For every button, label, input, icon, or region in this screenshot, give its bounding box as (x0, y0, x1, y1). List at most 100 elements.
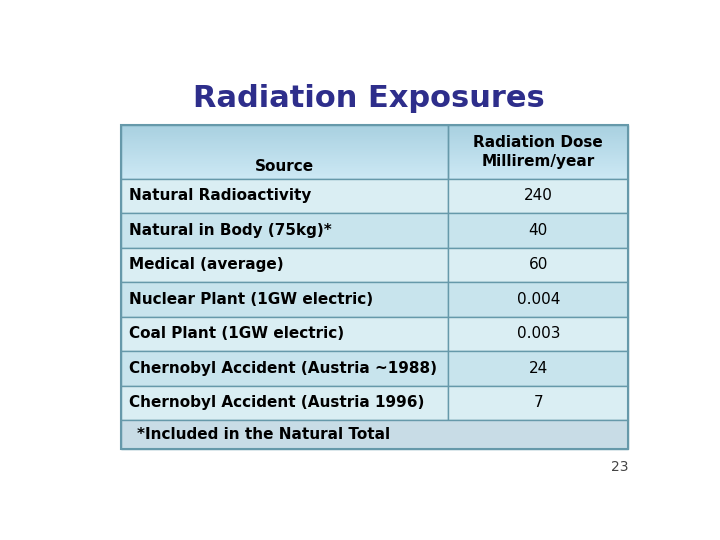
Bar (449, 161, 629, 163)
Bar (449, 156, 629, 157)
Bar (121, 158, 449, 159)
Bar (449, 134, 629, 136)
Bar (449, 125, 629, 126)
Bar (121, 157, 449, 158)
Bar (121, 172, 449, 173)
Bar (449, 282, 629, 316)
Bar (121, 140, 449, 141)
Bar (449, 140, 629, 141)
Bar (449, 136, 629, 137)
Bar (121, 156, 449, 157)
Bar (121, 420, 629, 449)
Bar (449, 247, 629, 282)
Bar (121, 128, 449, 130)
Bar (449, 168, 629, 170)
Bar (449, 154, 629, 156)
Bar (449, 165, 629, 167)
Bar (121, 170, 449, 171)
Bar (121, 138, 449, 139)
Bar (121, 131, 449, 133)
Bar (121, 127, 449, 129)
Bar (121, 175, 449, 177)
Bar (121, 168, 449, 170)
Bar (121, 129, 449, 131)
Bar (121, 351, 449, 386)
Bar (121, 171, 449, 172)
Bar (449, 177, 629, 179)
Bar (121, 130, 449, 132)
Bar (449, 213, 629, 247)
Bar (449, 175, 629, 177)
Bar (121, 144, 449, 145)
Text: 40: 40 (528, 223, 548, 238)
Bar (121, 163, 449, 165)
Bar (121, 159, 449, 160)
Bar (449, 160, 629, 161)
Bar (121, 148, 449, 150)
Bar (121, 173, 449, 174)
Bar (449, 153, 629, 155)
Bar (449, 147, 629, 149)
Bar (121, 151, 449, 153)
Bar (449, 143, 629, 144)
Bar (449, 163, 629, 165)
Bar (121, 132, 449, 133)
Text: 240: 240 (524, 188, 553, 204)
Bar (449, 137, 629, 138)
Bar (121, 386, 449, 420)
Bar (121, 150, 449, 152)
Bar (449, 173, 629, 174)
Bar (449, 142, 629, 143)
Bar (121, 152, 449, 154)
Bar (449, 131, 629, 133)
Text: Radiation Dose
Millirem/year: Radiation Dose Millirem/year (474, 135, 603, 168)
Text: 0.003: 0.003 (516, 326, 560, 341)
Bar (121, 126, 449, 127)
Text: Natural in Body (75kg)*: Natural in Body (75kg)* (129, 223, 332, 238)
Bar (121, 149, 449, 151)
Bar (449, 141, 629, 142)
Bar (449, 128, 629, 130)
Bar (121, 125, 449, 179)
Bar (449, 162, 629, 164)
Bar (449, 166, 629, 168)
Bar (449, 126, 629, 127)
Bar (121, 161, 449, 163)
Bar (121, 139, 449, 140)
Bar (121, 141, 449, 142)
Bar (121, 247, 449, 282)
Bar (449, 127, 629, 129)
Text: Medical (average): Medical (average) (129, 258, 284, 272)
Bar (449, 130, 629, 132)
Text: Source: Source (255, 159, 314, 174)
Bar (449, 172, 629, 173)
Text: Coal Plant (1GW electric): Coal Plant (1GW electric) (129, 326, 344, 341)
Bar (449, 149, 629, 151)
Bar (121, 125, 629, 449)
Bar (449, 138, 629, 139)
Bar (449, 145, 629, 146)
Bar (121, 153, 449, 155)
Bar (449, 164, 629, 166)
Bar (121, 166, 449, 168)
Bar (449, 144, 629, 145)
Text: Radiation Exposures: Radiation Exposures (193, 84, 545, 112)
Bar (449, 170, 629, 171)
Bar (121, 145, 449, 146)
Bar (121, 137, 449, 138)
Bar (121, 125, 449, 126)
Bar (449, 133, 629, 134)
Bar (121, 147, 449, 149)
Bar (449, 316, 629, 351)
Text: Nuclear Plant (1GW electric): Nuclear Plant (1GW electric) (129, 292, 373, 307)
Bar (449, 386, 629, 420)
Bar (449, 179, 629, 213)
Text: Natural Radioactivity: Natural Radioactivity (129, 188, 312, 204)
Bar (449, 167, 629, 169)
Bar (121, 160, 449, 161)
Bar (449, 159, 629, 160)
Bar (449, 152, 629, 154)
Bar (449, 151, 629, 153)
Bar (121, 154, 449, 156)
Bar (449, 125, 629, 179)
